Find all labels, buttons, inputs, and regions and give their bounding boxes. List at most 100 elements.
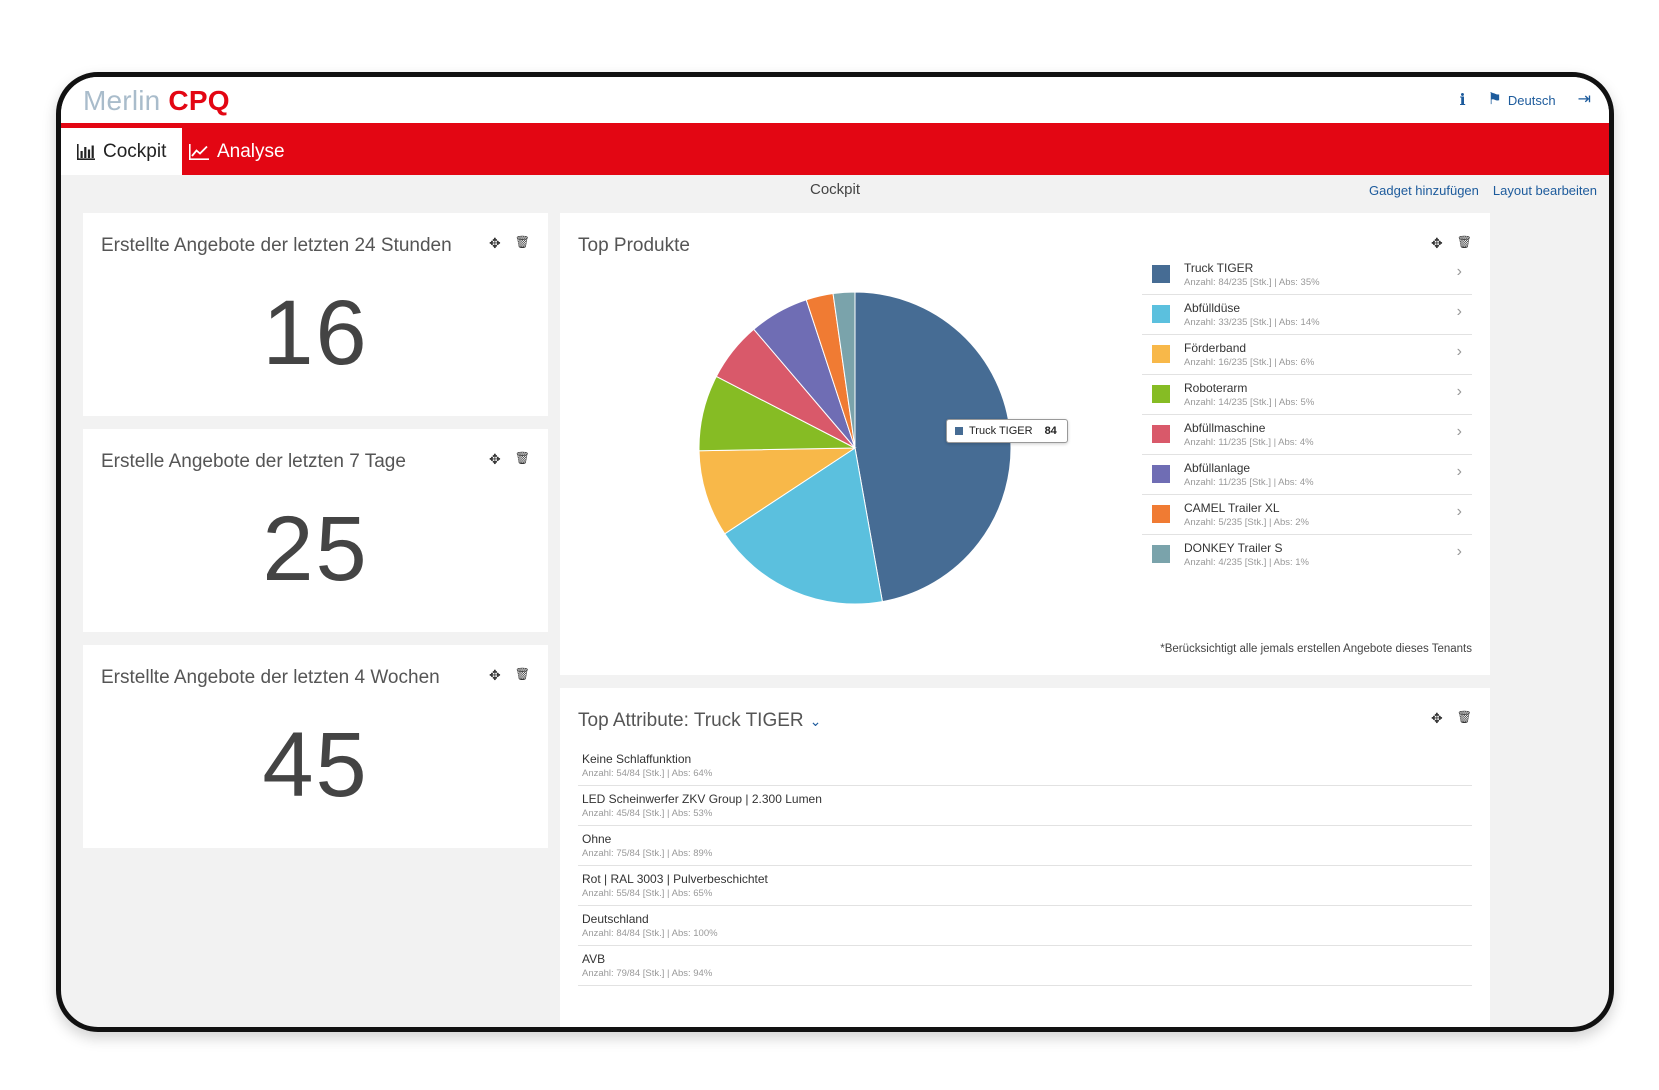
add-gadget-link[interactable]: Gadget hinzufügen: [1369, 183, 1479, 198]
chevron-right-icon[interactable]: ›: [1456, 423, 1462, 440]
tab-cockpit-label: Cockpit: [103, 140, 167, 162]
attribute-stat: Anzahl: 75/84 [Stk.] | Abs: 89%: [582, 848, 713, 859]
attribute-name: Deutschland: [582, 912, 649, 926]
app-screen: Merlin CPQ i ⚑ Deutsch ⇥: [61, 77, 1609, 1027]
move-icon[interactable]: ✥: [489, 451, 501, 467]
move-icon[interactable]: ✥: [1431, 235, 1443, 251]
footnote: *Berücksichtigt alle jemals erstellen An…: [1160, 643, 1472, 655]
tab-analyse[interactable]: Analyse: [173, 128, 301, 175]
legend-swatch: [1152, 505, 1170, 523]
app-logo[interactable]: Merlin CPQ: [83, 85, 230, 117]
legend-name: Abfülldüse: [1184, 301, 1241, 315]
card-tools: ✥ 🗑: [489, 667, 530, 684]
tab-analyse-label: Analyse: [217, 140, 285, 162]
legend-name: DONKEY Trailer S: [1184, 541, 1283, 555]
attribute-stat: Anzahl: 45/84 [Stk.] | Abs: 53%: [582, 808, 713, 819]
bar-chart-icon: [77, 143, 95, 160]
stat-card-24h: Erstellte Angebote der letzten 24 Stunde…: [83, 213, 548, 416]
stat-value: 25: [262, 498, 369, 600]
chevron-right-icon[interactable]: ›: [1456, 543, 1462, 560]
attribute-item[interactable]: Ohne Anzahl: 75/84 [Stk.] | Abs: 89%: [578, 826, 1472, 866]
logout-icon[interactable]: ⇥: [1577, 91, 1591, 108]
delete-icon[interactable]: 🗑: [1456, 710, 1472, 724]
chevron-down-icon[interactable]: ⌄: [809, 713, 822, 729]
legend-name: Abfüllmaschine: [1184, 421, 1266, 435]
chevron-right-icon[interactable]: ›: [1456, 383, 1462, 400]
tooltip-swatch: [955, 427, 963, 435]
legend-swatch: [1152, 465, 1170, 483]
line-chart-icon: [189, 143, 209, 160]
pie-chart-svg: [698, 291, 1012, 605]
language-label: Deutsch: [1507, 92, 1556, 108]
card-tools: ✥ 🗑: [1431, 710, 1472, 727]
stat-value: 45: [262, 714, 369, 816]
tooltip-label: Truck TIGER: [969, 425, 1033, 437]
logo-text-merlin: Merlin: [83, 85, 161, 116]
pie-slice-f-rderband[interactable]: [698, 447, 857, 535]
legend-item[interactable]: Roboterarm Anzahl: 14/235 [Stk.] | Abs: 5…: [1142, 375, 1472, 415]
legend-name: CAMEL Trailer XL: [1184, 501, 1280, 515]
move-icon[interactable]: ✥: [489, 235, 501, 251]
delete-icon[interactable]: 🗑: [514, 451, 530, 465]
delete-icon[interactable]: 🗑: [1456, 235, 1472, 249]
card-tools: ✥ 🗑: [1431, 235, 1472, 252]
legend-swatch: [1152, 385, 1170, 403]
attribute-name: Ohne: [582, 832, 612, 846]
legend-name: Abfüllanlage: [1184, 461, 1251, 475]
move-icon[interactable]: ✥: [1431, 710, 1443, 726]
legend-stat: Anzahl: 33/235 [Stk.] | Abs: 14%: [1184, 317, 1320, 328]
attribute-item[interactable]: AVB Anzahl: 79/84 [Stk.] | Abs: 94%: [578, 946, 1472, 986]
top-products-title: Top Produkte: [578, 235, 690, 256]
tab-cockpit[interactable]: Cockpit: [61, 128, 183, 175]
language-selector[interactable]: ⚑ Deutsch: [1488, 91, 1556, 109]
attribute-stat: Anzahl: 84/84 [Stk.] | Abs: 100%: [582, 928, 718, 939]
stat-card-title: Erstelle Angebote der letzten 7 Tage: [101, 451, 406, 472]
attribute-item[interactable]: LED Scheinwerfer ZKV Group | 2.300 Lumen…: [578, 786, 1472, 826]
info-icon[interactable]: i: [1459, 90, 1466, 109]
delete-icon[interactable]: 🗑: [514, 235, 530, 249]
pie-slice-donkey-trailer-s[interactable]: [832, 291, 856, 449]
attribute-item[interactable]: Deutschland Anzahl: 84/84 [Stk.] | Abs: 1…: [578, 906, 1472, 946]
chevron-right-icon[interactable]: ›: [1456, 343, 1462, 360]
attribute-name: Keine Schlaffunktion: [582, 752, 692, 766]
delete-icon[interactable]: 🗑: [514, 667, 530, 681]
legend-item[interactable]: DONKEY Trailer S Anzahl: 4/235 [Stk.] | A…: [1142, 535, 1472, 575]
legend-stat: Anzahl: 11/235 [Stk.] | Abs: 4%: [1184, 437, 1314, 448]
move-icon[interactable]: ✥: [489, 667, 501, 683]
legend-item[interactable]: Truck TIGER Anzahl: 84/235 [Stk.] | Abs: …: [1142, 255, 1472, 295]
legend-swatch: [1152, 305, 1170, 323]
chevron-right-icon[interactable]: ›: [1456, 303, 1462, 320]
legend-item[interactable]: CAMEL Trailer XL Anzahl: 5/235 [Stk.] | A…: [1142, 495, 1472, 535]
chevron-right-icon[interactable]: ›: [1456, 463, 1462, 480]
page-title: Cockpit: [809, 181, 861, 198]
legend-item[interactable]: Abfülldüse Anzahl: 33/235 [Stk.] | Abs: 1…: [1142, 295, 1472, 335]
chevron-right-icon[interactable]: ›: [1456, 503, 1462, 520]
attribute-list: Keine Schlaffunktion Anzahl: 54/84 [Stk.]…: [578, 746, 1472, 986]
top-attributes-card: Top Attribute: Truck TIGER ⌄ ✥ 🗑 Keine Sc…: [560, 688, 1490, 1027]
main-nav: Cockpit Analyse: [61, 123, 1609, 175]
attribute-name: Rot | RAL 3003 | Pulverbeschichtet: [582, 872, 768, 886]
legend-stat: Anzahl: 5/235 [Stk.] | Abs: 2%: [1184, 517, 1309, 528]
attribute-item[interactable]: Rot | RAL 3003 | Pulverbeschichtet Anzahl…: [578, 866, 1472, 906]
edit-layout-link[interactable]: Layout bearbeiten: [1492, 183, 1597, 198]
attribute-item[interactable]: Keine Schlaffunktion Anzahl: 54/84 [Stk.]…: [578, 746, 1472, 786]
pie-slice-truck-tiger[interactable]: [854, 291, 1012, 603]
stat-card-7d: Erstelle Angebote der letzten 7 Tage ✥ 🗑…: [83, 429, 548, 632]
chevron-right-icon[interactable]: ›: [1456, 263, 1462, 280]
top-attributes-title[interactable]: Top Attribute: Truck TIGER ⌄: [578, 710, 821, 732]
flag-icon: ⚑: [1487, 91, 1502, 108]
stat-card-title: Erstellte Angebote der letzten 24 Stunde…: [101, 235, 452, 256]
pie-slice-abf-lld-se[interactable]: [724, 447, 883, 605]
legend-swatch: [1152, 545, 1170, 563]
legend-swatch: [1152, 425, 1170, 443]
legend-swatch: [1152, 265, 1170, 283]
pie-chart[interactable]: [690, 283, 1020, 613]
stat-value: 16: [262, 282, 369, 384]
legend-item[interactable]: Abfüllmaschine Anzahl: 11/235 [Stk.] | Ab…: [1142, 415, 1472, 455]
legend-item[interactable]: Förderband Anzahl: 16/235 [Stk.] | Abs: 6…: [1142, 335, 1472, 375]
legend-stat: Anzahl: 14/235 [Stk.] | Abs: 5%: [1184, 397, 1315, 408]
legend-name: Roboterarm: [1184, 381, 1248, 395]
attribute-stat: Anzahl: 55/84 [Stk.] | Abs: 65%: [582, 888, 713, 899]
chart-tooltip: Truck TIGER 84: [946, 419, 1068, 443]
legend-item[interactable]: Abfüllanlage Anzahl: 11/235 [Stk.] | Abs:…: [1142, 455, 1472, 495]
